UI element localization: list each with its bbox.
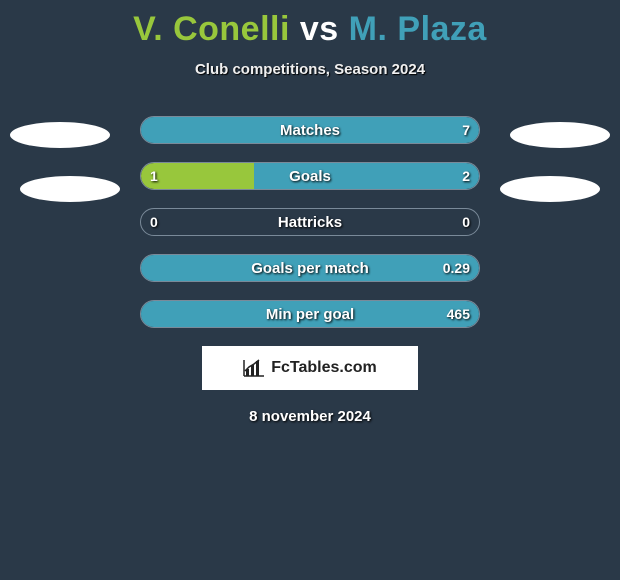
fctables-logo: FcTables.com [202, 346, 418, 390]
bar-fill-player2 [254, 163, 479, 189]
player-oval [10, 122, 110, 148]
bar-track [140, 300, 480, 328]
player-oval [510, 122, 610, 148]
chart-area: Matches7 Goals12 Hattricks00 Goals per matc… [0, 116, 620, 328]
player-oval [500, 176, 600, 202]
bar-track [140, 162, 480, 190]
bar-track [140, 254, 480, 282]
comparison-title: V. Conelli vs M. Plaza [0, 0, 620, 49]
stat-row: Goals per match0.29 [140, 254, 480, 282]
bar-fill-player2 [141, 255, 479, 281]
stat-row: Matches7 [140, 116, 480, 144]
date-text: 8 november 2024 [0, 408, 620, 425]
player1-name: V. Conelli [133, 10, 290, 48]
logo-text: FcTables.com [271, 359, 377, 377]
bar-chart-icon [243, 359, 265, 377]
vs-text: vs [300, 10, 339, 48]
bar-fill-player2 [141, 301, 479, 327]
bar-fill-player1 [141, 163, 254, 189]
subtitle: Club competitions, Season 2024 [0, 61, 620, 78]
bar-fill-player2 [141, 117, 479, 143]
bar-track [140, 208, 480, 236]
stat-row: Hattricks00 [140, 208, 480, 236]
player2-name: M. Plaza [349, 10, 487, 48]
stat-row: Min per goal465 [140, 300, 480, 328]
stat-row: Goals12 [140, 162, 480, 190]
player-oval [20, 176, 120, 202]
bar-track [140, 116, 480, 144]
